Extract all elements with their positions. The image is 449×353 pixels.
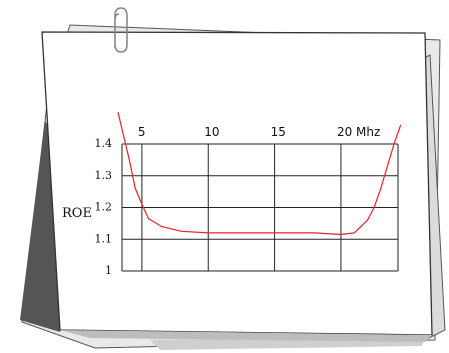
series-line — [117, 112, 402, 236]
chart-series — [117, 112, 402, 236]
y-tick-label: 1.4 — [95, 137, 113, 150]
paperclip-icon — [114, 7, 128, 53]
front-sheet — [41, 31, 433, 336]
x-tick-label: 5 — [138, 125, 146, 139]
x-tick-label: 15 — [271, 125, 286, 139]
x-tick-label: 10 — [204, 125, 219, 139]
y-tick-labels: 1 1.1 1.2 1.3 1.4 — [95, 137, 113, 277]
x-tick-label: 20 Mhz — [337, 125, 380, 139]
front-sheet-fold — [60, 330, 432, 342]
x-tick-labels: 5 10 15 20 Mhz — [138, 125, 380, 139]
y-axis-label: ROE — [62, 206, 92, 221]
y-tick-label: 1.2 — [95, 201, 113, 214]
y-tick-label: 1.3 — [95, 169, 113, 182]
y-tick-label: 1.1 — [95, 232, 113, 245]
y-tick-label: 1 — [105, 264, 112, 277]
chart-grid — [121, 143, 399, 272]
